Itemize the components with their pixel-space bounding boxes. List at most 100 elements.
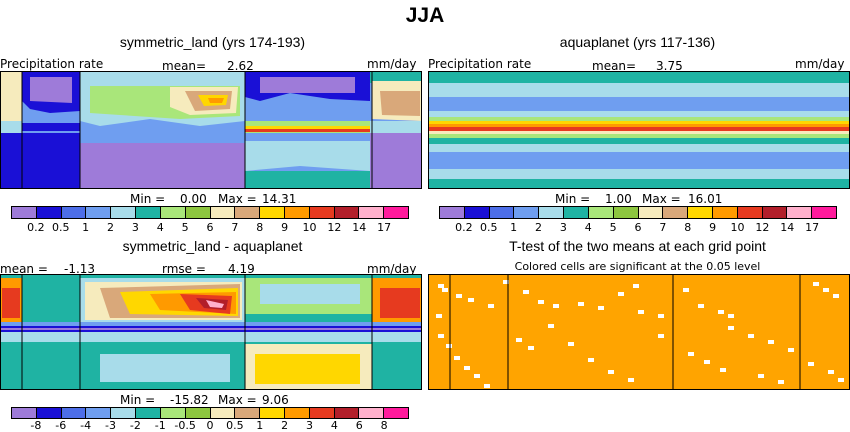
map-band [428,144,850,152]
panel1-mean-value: 2.62 [227,59,254,73]
panel1-colorbar [11,206,409,219]
panel2-colorbar-labels: 0.2 0.5 1 2 3 4 5 6 7 8 9 10 12 14 17 [439,221,837,234]
non-significant-cell [813,282,819,286]
map-band [428,121,850,124]
non-significant-cell [538,300,544,304]
panel3-unit: mm/day [367,262,417,276]
map-ocean-region [370,133,422,189]
map-anomaly [0,332,422,342]
map-ocean-region [245,141,370,171]
panel1-title: symmetric_land (yrs 174-193) [119,34,306,50]
non-significant-cell [488,304,494,308]
non-significant-cell [454,356,460,360]
colorbar-swatch [464,207,490,218]
colorbar-swatch [334,408,360,418]
colorbar-swatch [36,207,62,218]
colorbar-swatch [12,408,37,418]
panel3-mean-value: -1.13 [64,262,96,276]
non-significant-cell [720,368,726,372]
non-significant-cell [683,288,689,292]
non-significant-cell [516,338,522,342]
colorbar-swatch [160,207,186,218]
map-band [428,124,850,127]
colorbar-swatch [284,408,310,418]
panel3-max-value: 9.06 [262,393,289,407]
colorbar-tick-label: -6 [55,419,67,432]
colorbar-swatch [384,207,408,218]
non-significant-cell [748,334,754,338]
colorbar-tick-label: 2 [535,221,542,234]
non-significant-cell [698,304,704,308]
non-significant-cell [528,346,534,350]
colorbar-swatch [61,408,87,418]
non-significant-cell [438,334,444,338]
colorbar-swatch [514,207,540,218]
colorbar-tick-label: -2 [129,419,141,432]
colorbar-tick-label: 17 [377,221,392,234]
panel3-rmse-value: 4.19 [228,262,255,276]
colorbar-tick-label: 6 [355,419,363,432]
colorbar-tick-label: -0.5 [174,419,196,432]
map-band [428,83,850,97]
map-anomaly [255,354,360,384]
colorbar-swatch [762,207,788,218]
map-dry-region [30,77,72,103]
panel2-max-label: Max = [642,192,681,206]
non-significant-cell [728,314,734,318]
map-band [428,134,850,138]
map-band [428,169,850,179]
panel1-min-value: 0.00 [180,192,207,206]
colorbar-swatch [359,207,385,218]
colorbar-swatch [111,207,137,218]
non-significant-cell [608,370,614,374]
non-significant-cell [718,310,724,314]
map-band [80,71,245,81]
colorbar-tick-label: 1 [510,221,518,234]
non-significant-cell [436,314,442,318]
colorbar-swatch [613,207,639,218]
colorbar-swatch [309,408,335,418]
map-ocean-region [0,133,80,189]
panel1-map [0,71,422,189]
panel3-max-label: Max = [218,393,257,407]
colorbar-swatch [235,207,261,218]
colorbar-tick-label: 14 [780,221,795,234]
colorbar-swatch [787,207,813,218]
non-significant-cell [438,284,444,288]
colorbar-tick-label: 7 [231,221,239,234]
colorbar-swatch [136,408,161,418]
colorbar-swatch [284,207,310,218]
non-significant-cell [788,348,794,352]
map-band [428,117,850,121]
panel2-unit: mm/day [795,57,845,71]
colorbar-tick-label: 0.5 [226,419,244,432]
non-significant-cell [833,294,839,298]
colorbar-tick-label: -8 [30,419,42,432]
panel1-unit: mm/day [367,57,417,71]
panel2-mean-value: 3.75 [656,59,683,73]
colorbar-tick-label: 5 [181,221,189,234]
map-itcz [22,123,80,131]
map-anomaly [2,288,20,318]
colorbar-swatch [36,408,62,418]
colorbar-swatch [663,207,689,218]
non-significant-cell [456,294,462,298]
colorbar-swatch [359,408,385,418]
colorbar-tick-label: 0.2 [27,221,45,234]
non-significant-cell [588,358,594,362]
colorbar-swatch [812,207,836,218]
panel4-subtitle: Colored cells are significant at the 0.0… [514,260,761,273]
non-significant-cell [468,298,474,302]
colorbar-swatch [210,408,236,418]
panel2-map [428,71,850,189]
colorbar-tick-label: 14 [352,221,367,234]
colorbar-swatch [384,408,408,418]
map-band [428,131,850,134]
non-significant-cell [808,362,814,366]
panel2-max-value: 16.01 [688,192,723,206]
colorbar-swatch [210,207,236,218]
colorbar-tick-label: 9 [281,221,289,234]
colorbar-swatch [334,207,360,218]
colorbar-tick-label: 2 [107,221,114,234]
colorbar-tick-label: 10 [302,221,317,234]
